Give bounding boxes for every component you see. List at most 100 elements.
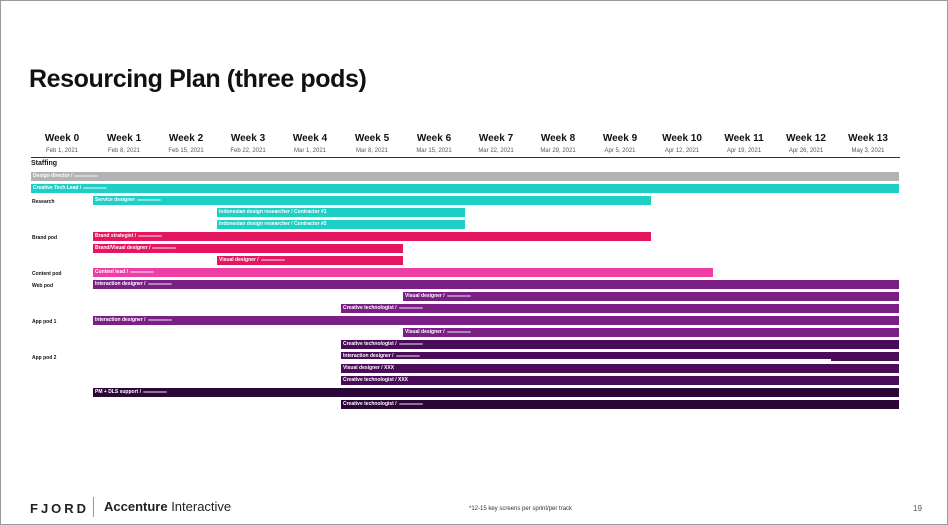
gantt-bar-label: Creative technologist / xyxy=(343,305,397,311)
gantt-bar-label: Visual designer / xyxy=(405,329,445,335)
footer-divider xyxy=(93,497,94,517)
redacted-name xyxy=(83,187,107,189)
redacted-name xyxy=(137,199,161,201)
gantt-bar: Creative technologist / xyxy=(341,400,899,409)
gantt-bar-label: Interaction designer / xyxy=(343,353,394,359)
gantt-bar: Creative Tech Lead / xyxy=(31,184,899,193)
week-date: Feb 22, 2021 xyxy=(230,148,266,154)
gantt-bar-label: Creative technologist / xyxy=(343,341,397,347)
week-label: Week 6 xyxy=(416,133,452,144)
gantt-bar: Indonesian design researcher / Contracto… xyxy=(217,208,465,217)
redacted-name xyxy=(143,391,167,393)
redacted-name xyxy=(74,175,98,177)
section-label-staffing: Staffing xyxy=(31,160,58,167)
gantt-bar-label: Interaction designer / xyxy=(95,317,146,323)
week-column-header: Week 4 Mar 1, 2021 xyxy=(279,133,341,154)
week-column-header: Week 0 Feb 1, 2021 xyxy=(31,133,93,154)
week-label: Week 11 xyxy=(724,133,764,144)
week-date: Apr 5, 2021 xyxy=(604,148,636,154)
header-divider xyxy=(31,157,900,158)
week-date: May 3, 2021 xyxy=(851,148,885,154)
week-label: Week 3 xyxy=(230,133,266,144)
redacted-name xyxy=(447,295,471,297)
week-date: Feb 1, 2021 xyxy=(45,148,79,154)
week-date: Apr 19, 2021 xyxy=(726,148,762,154)
gantt-bar-label: PM + DLS support / xyxy=(95,389,141,395)
week-column-header: Week 11 Apr 19, 2021 xyxy=(713,133,775,154)
week-label: Week 8 xyxy=(540,133,576,144)
gantt-bar-label: Brand strategist / xyxy=(95,233,137,239)
bar-divider-line xyxy=(341,359,831,361)
gantt-bar-label: Visual designer / XXX xyxy=(343,365,395,371)
gantt-bar-label: Creative technologist / xyxy=(343,401,397,407)
footnote: *12-15 key screens per sprint/per track xyxy=(469,506,573,512)
week-date: Feb 15, 2021 xyxy=(168,148,204,154)
row-label-app-pod-1: App pod 1 xyxy=(32,319,57,325)
week-date: Feb 8, 2021 xyxy=(107,148,141,154)
redacted-name xyxy=(396,355,420,357)
week-label: Week 1 xyxy=(106,133,142,144)
redacted-name xyxy=(130,271,154,273)
gantt-bar: Visual designer / xyxy=(217,256,403,265)
gantt-bar: Visual designer / xyxy=(403,292,899,301)
interactive-label: Interactive xyxy=(167,499,232,514)
row-label-content-pod: Content pod xyxy=(32,271,62,277)
week-column-header: Week 12 Apr 26, 2021 xyxy=(775,133,837,154)
slide-title: Resourcing Plan (three pods) xyxy=(29,65,367,93)
gantt-bar-label: Design director / xyxy=(33,173,73,179)
gantt-bar: Visual designer / xyxy=(403,328,899,337)
gantt-bar-label: Visual designer / xyxy=(405,293,445,299)
gantt-bar: Design director / xyxy=(31,172,899,181)
week-label: Week 0 xyxy=(44,133,80,144)
row-label-brand-pod: Brand pod xyxy=(32,235,57,241)
week-date: Apr 12, 2021 xyxy=(664,148,700,154)
week-date: Mar 29, 2021 xyxy=(540,148,576,154)
gantt-bar: Creative technologist / xyxy=(341,340,899,349)
week-label: Week 2 xyxy=(168,133,204,144)
redacted-name xyxy=(152,247,176,249)
accenture-interactive-logo: Accenture Interactive xyxy=(104,499,231,514)
gantt-bar: Visual designer / XXX xyxy=(341,364,899,373)
week-column-header: Week 13 May 3, 2021 xyxy=(837,133,899,154)
week-date: Mar 22, 2021 xyxy=(478,148,514,154)
row-label-app-pod-2: App pod 2 xyxy=(32,355,57,361)
gantt-bar: Creative technologist / XXX xyxy=(341,376,899,385)
gantt-bar: Interaction designer / xyxy=(341,352,899,361)
week-date: Mar 15, 2021 xyxy=(416,148,452,154)
gantt-bar: Content lead / xyxy=(93,268,713,277)
gantt-bar: Interaction designer / xyxy=(93,316,899,325)
week-date: Apr 26, 2021 xyxy=(788,148,824,154)
gantt-bar: Brand strategist / xyxy=(93,232,651,241)
week-column-header: Week 9 Apr 5, 2021 xyxy=(589,133,651,154)
week-label: Week 4 xyxy=(292,133,328,144)
gantt-bar: Creative technologist / xyxy=(341,304,899,313)
gantt-bar-label: Brand/Visual designer / xyxy=(95,245,151,251)
week-column-header: Week 6 Mar 15, 2021 xyxy=(403,133,465,154)
gantt-bar-label: Indonesian design researcher / Contracto… xyxy=(219,209,327,215)
fjord-logo: FJORD xyxy=(30,501,90,516)
week-label: Week 12 xyxy=(786,133,826,144)
gantt-bar: PM + DLS support / xyxy=(93,388,899,397)
redacted-name xyxy=(148,319,172,321)
gantt-bar: Service designer xyxy=(93,196,651,205)
week-label: Week 13 xyxy=(848,133,888,144)
week-column-header: Week 10 Apr 12, 2021 xyxy=(651,133,713,154)
gantt-bar-label: Creative technologist / XXX xyxy=(343,377,409,383)
accenture-label: Accenture xyxy=(104,499,168,514)
week-column-header: Week 1 Feb 8, 2021 xyxy=(93,133,155,154)
week-label: Week 9 xyxy=(602,133,638,144)
row-label-research: Research xyxy=(32,199,55,205)
redacted-name xyxy=(138,235,162,237)
week-label: Week 7 xyxy=(478,133,514,144)
redacted-name xyxy=(447,331,471,333)
redacted-name xyxy=(399,343,423,345)
gantt-bar-label: Creative Tech Lead / xyxy=(33,185,82,191)
gantt-bar: Indonesian design researcher / Contracto… xyxy=(217,220,465,229)
week-column-header: Week 8 Mar 29, 2021 xyxy=(527,133,589,154)
gantt-bar: Interaction designer / xyxy=(93,280,899,289)
gantt-bar-label: Content lead / xyxy=(95,269,129,275)
redacted-name xyxy=(399,307,423,309)
gantt-bar-label: Indonesian design researcher / Contracto… xyxy=(219,221,327,227)
week-column-header: Week 7 Mar 22, 2021 xyxy=(465,133,527,154)
